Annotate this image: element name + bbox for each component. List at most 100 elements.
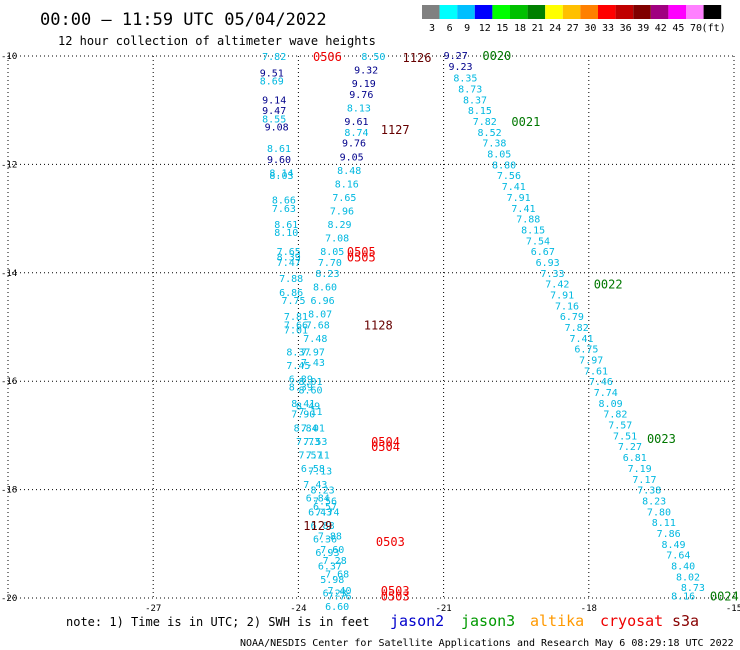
pass-time-label: 0021: [511, 115, 540, 129]
legend-swatch: [492, 5, 510, 19]
wave-height-label: 7.51: [613, 431, 637, 442]
wave-height-label: 7.88: [318, 532, 342, 543]
wave-height-label: 8.15: [468, 106, 492, 117]
legend-label: 18: [514, 23, 526, 34]
wave-height-label: 9.47: [262, 106, 286, 117]
wave-height-label: 7.96: [330, 206, 354, 217]
wave-height-label: 7.47: [277, 258, 301, 269]
wave-height-label: 7.90: [291, 410, 315, 421]
wave-height-label: 7.16: [555, 301, 579, 312]
pass-time-label: 1128: [364, 318, 393, 332]
wave-height-label: 7.65: [277, 247, 301, 258]
wave-height-label: 8.35: [453, 74, 477, 85]
wave-height-label: 8.23: [311, 486, 335, 497]
legend-swatch: [527, 5, 546, 19]
wave-height-label: 7.76: [327, 591, 351, 602]
satellite-legend: jason2 jason3 altika cryosat s3a: [390, 612, 699, 630]
satellite-label: altika: [530, 612, 584, 630]
wave-height-label: 6.36: [313, 534, 337, 545]
wave-height-label: 8.01: [298, 377, 322, 388]
wave-height-label: 7.57: [298, 450, 322, 461]
footer-note: note: 1) Time is in UTC; 2) SWH is in fe…: [66, 615, 369, 629]
wave-height-label: 8.10: [274, 228, 298, 239]
wave-height-label: 7.82: [603, 410, 627, 421]
wave-height-label: 7.86: [657, 529, 681, 540]
wave-height-label: 7.38: [637, 486, 661, 497]
wave-height-label: 8.52: [478, 128, 502, 139]
wave-height-label: 6.58: [301, 464, 325, 475]
wave-height-label: 6.89: [289, 374, 313, 385]
legend-label: 30: [584, 23, 596, 34]
wave-height-label: 7.68: [306, 320, 330, 331]
pass-time-label: 0504: [371, 440, 400, 454]
satellite-label: cryosat: [600, 612, 663, 630]
wave-height-label: 7.74: [315, 507, 339, 518]
wave-height-label: 7.66: [284, 320, 308, 331]
wave-height-label: 7.97: [301, 347, 325, 358]
wave-height-label: 7.41: [511, 204, 535, 215]
wave-height-label: 7.63: [272, 204, 296, 215]
y-tick-label: -10: [1, 52, 17, 62]
wave-height-label: 9.19: [352, 79, 376, 90]
x-tick-label: -18: [581, 604, 597, 614]
legend-swatch: [457, 5, 475, 19]
wave-height-label: 8.40: [671, 561, 695, 572]
wave-height-label: 8.05: [320, 247, 344, 258]
legend-swatch: [580, 5, 598, 19]
wave-height-label: 7.91: [550, 290, 574, 301]
legend-swatch: [562, 5, 581, 19]
wave-height-label: 8.49: [296, 402, 320, 413]
wave-height-label: 9.61: [344, 117, 368, 128]
legend-label: 3: [429, 23, 435, 34]
wave-height-label: 8.55: [262, 114, 286, 125]
legend-label: 33: [602, 23, 614, 34]
legend-swatch: [545, 5, 563, 19]
legend-label: 45: [672, 23, 684, 34]
wave-height-label: 7.56: [497, 171, 521, 182]
wave-height-label: 6.37: [318, 561, 342, 572]
footer-credit: NOAA/NESDIS Center for Satellite Applica…: [240, 638, 734, 649]
legend-swatch: [650, 5, 669, 19]
wave-height-label: 7.42: [545, 280, 569, 291]
wave-height-label: 9.76: [349, 90, 373, 101]
wave-height-label: 8.23: [315, 269, 339, 280]
wave-height-label: 8.74: [344, 128, 368, 139]
wave-height-label: 8.84: [294, 423, 318, 434]
wave-height-label: 7.60: [320, 545, 344, 556]
legend-label: 70: [690, 23, 702, 34]
legend-swatch: [703, 5, 722, 19]
wave-height-label: 7.08: [325, 234, 349, 245]
axis-ticks: -27 -24 -21 -18 -15 -10 -12 -14 -16 -18 -20: [1, 52, 740, 614]
wave-height-label: 8.37: [463, 95, 487, 106]
wave-height-label: 7.41: [502, 182, 526, 193]
wave-height-label: 5.98: [320, 575, 344, 586]
chart-subtitle: 12 hour collection of altimeter wave hei…: [58, 34, 376, 48]
wave-height-label: 8.14: [269, 169, 293, 180]
pass-time-label: 0022: [594, 278, 623, 292]
wave-height-label: 8.15: [521, 225, 545, 236]
wave-height-label: 7.74: [594, 388, 618, 399]
pass-time-label: 0024: [710, 589, 739, 603]
wave-height-label: 8.23: [642, 496, 666, 507]
pass-time-label: 0023: [647, 432, 676, 446]
wave-height-label: 8.69: [260, 76, 284, 87]
wave-height-label: 6.81: [623, 453, 647, 464]
wave-height-label: 9.05: [340, 152, 364, 163]
wave-height-label: 8.73: [458, 85, 482, 96]
legend-swatch: [686, 5, 704, 19]
wave-height-label: 9.27: [444, 51, 468, 62]
wave-height-label: 8.07: [308, 309, 332, 320]
grid-lines: [7, 55, 735, 599]
wave-height-label: 7.75: [282, 296, 306, 307]
wave-height-label: 6.93: [536, 258, 560, 269]
legend-label: 12: [479, 23, 491, 34]
wave-height-label: 9.51: [260, 68, 284, 79]
wave-height-label: 6.86: [279, 288, 303, 299]
wave-height-label: 7.61: [584, 366, 608, 377]
wave-height-label: 7.82: [565, 323, 589, 334]
legend-swatch: [439, 5, 458, 19]
legend-label: 36: [620, 23, 632, 34]
legend-label: 24: [549, 23, 561, 34]
wave-height-label: 6.93: [315, 548, 339, 559]
